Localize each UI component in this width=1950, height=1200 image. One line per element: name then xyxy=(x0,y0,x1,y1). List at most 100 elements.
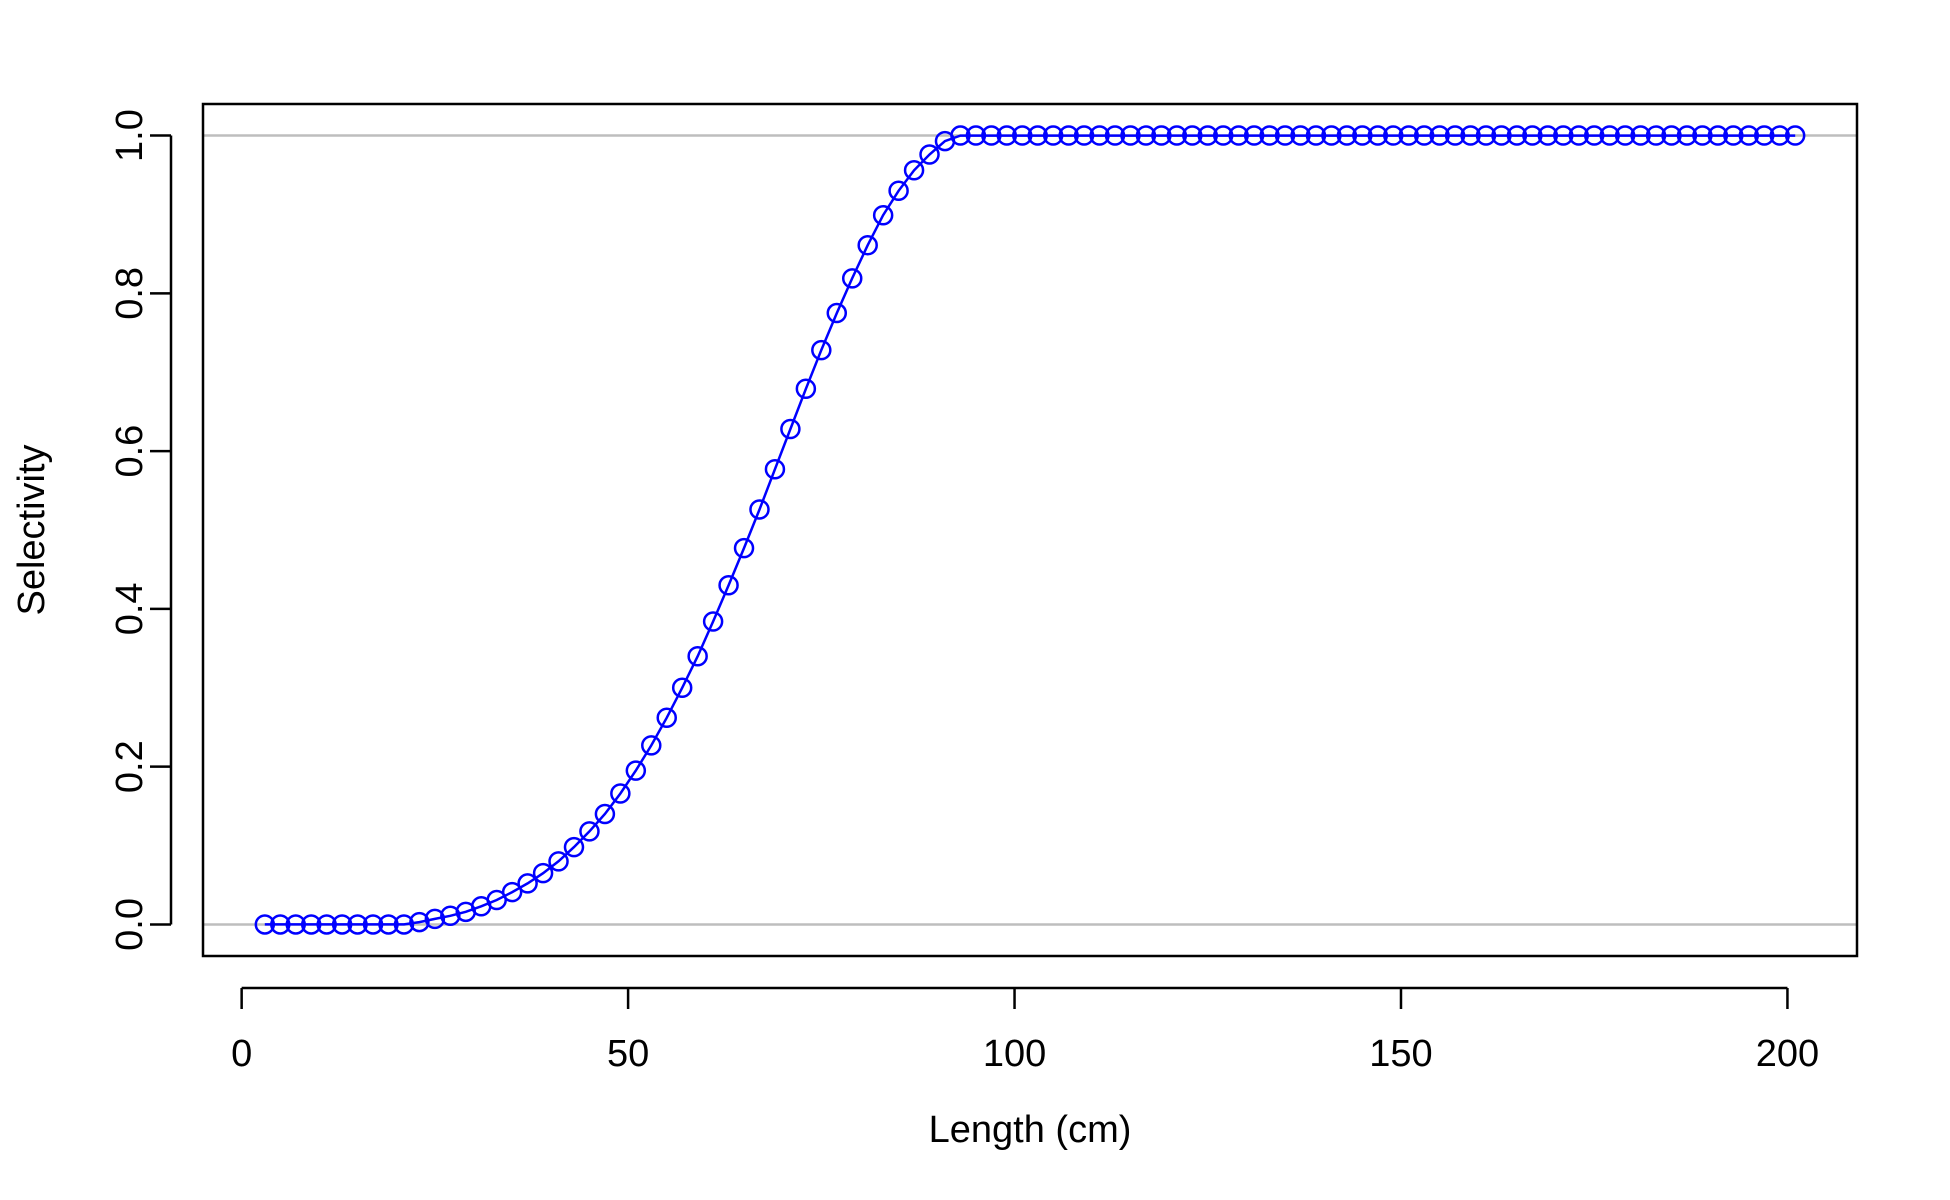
data-point xyxy=(733,537,755,559)
data-point xyxy=(919,144,940,165)
data-point xyxy=(378,914,399,935)
y-axis-title: Selectivity xyxy=(11,444,53,615)
data-point xyxy=(625,760,647,781)
data-point xyxy=(641,735,662,756)
data-point xyxy=(331,914,353,935)
data-point xyxy=(409,911,430,933)
data-point xyxy=(594,803,616,825)
data-point xyxy=(1738,125,1760,146)
data-point xyxy=(857,234,878,256)
data-point xyxy=(532,862,554,884)
data-point xyxy=(1182,125,1203,146)
data-point xyxy=(362,914,384,935)
data-point xyxy=(300,914,322,935)
y-tick-label-3: 0.6 xyxy=(109,425,151,478)
data-point xyxy=(1243,125,1265,146)
data-point xyxy=(424,908,446,930)
data-point xyxy=(1197,125,1219,146)
data-point xyxy=(1228,125,1249,146)
data-point xyxy=(1568,125,1590,146)
data-point xyxy=(1460,125,1481,146)
data-point xyxy=(270,914,291,935)
data-point xyxy=(440,905,461,927)
data-point xyxy=(749,499,770,520)
data-point xyxy=(1599,125,1620,146)
data-point xyxy=(1336,125,1358,146)
data-point xyxy=(1012,125,1033,146)
data-point xyxy=(718,574,739,596)
data-point xyxy=(1475,125,1497,146)
data-point xyxy=(1661,125,1682,146)
data-point xyxy=(1645,125,1667,146)
data-point xyxy=(1058,125,1079,146)
data-point xyxy=(656,707,677,729)
data-point xyxy=(254,914,276,935)
data-point xyxy=(1583,125,1605,146)
data-point xyxy=(1212,125,1234,146)
y-axis: 0.0 0.2 0.4 0.6 0.8 1.0 xyxy=(109,109,173,951)
series-line-0 xyxy=(264,134,1796,926)
data-point xyxy=(780,418,801,440)
data-point xyxy=(826,302,848,324)
data-point xyxy=(811,339,832,361)
data-point xyxy=(1274,125,1296,146)
data-point xyxy=(950,125,971,146)
data-point xyxy=(316,914,337,935)
data-point xyxy=(1042,125,1064,146)
data-point xyxy=(965,125,987,146)
data-point xyxy=(1553,125,1574,146)
data-point xyxy=(841,268,863,289)
data-point xyxy=(1120,125,1141,146)
data-point xyxy=(1089,125,1110,146)
data-point xyxy=(347,914,368,935)
data-point xyxy=(872,204,894,226)
data-point xyxy=(610,783,631,804)
x-axis-title: Length (cm) xyxy=(929,1109,1132,1151)
plot-frame xyxy=(201,102,1859,958)
data-point xyxy=(1259,125,1280,146)
reference-lines xyxy=(203,134,1857,926)
x-tick-label-1: 50 xyxy=(607,1033,649,1075)
data-point xyxy=(1367,125,1389,146)
y-tick-label-4: 0.8 xyxy=(109,267,151,320)
data-point xyxy=(903,160,925,181)
data-point xyxy=(1073,125,1095,146)
y-tick-label-5: 1.0 xyxy=(109,109,151,162)
series-layer xyxy=(254,125,1806,935)
data-point xyxy=(1027,125,1048,146)
data-point xyxy=(517,873,538,894)
data-point xyxy=(996,125,1018,146)
data-point xyxy=(1444,125,1466,146)
data-point xyxy=(1352,125,1373,146)
data-point xyxy=(1151,125,1172,146)
data-point xyxy=(579,821,600,842)
data-point xyxy=(1614,125,1636,146)
data-point xyxy=(1676,125,1698,146)
data-point xyxy=(1104,125,1126,146)
y-tick-label-2: 0.4 xyxy=(109,582,151,635)
data-point xyxy=(1630,125,1651,146)
data-point xyxy=(1290,125,1311,146)
data-point xyxy=(671,677,693,699)
data-point xyxy=(764,459,786,480)
x-tick-label-2: 100 xyxy=(983,1033,1046,1075)
data-point xyxy=(1383,125,1404,146)
data-point xyxy=(285,914,306,935)
data-point xyxy=(548,851,569,872)
data-point xyxy=(702,611,724,632)
data-point xyxy=(1305,125,1327,146)
data-point xyxy=(1537,125,1559,146)
data-point xyxy=(687,645,708,667)
y-tick-label-1: 0.2 xyxy=(109,740,151,793)
x-axis: 0 50 100 150 200 xyxy=(231,986,1819,1075)
data-point xyxy=(1754,125,1775,146)
data-point xyxy=(1413,125,1435,146)
data-point xyxy=(1321,125,1342,146)
data-point xyxy=(1723,125,1744,146)
data-point xyxy=(1769,125,1790,146)
data-point xyxy=(1784,125,1806,146)
data-point xyxy=(1692,125,1713,146)
data-point xyxy=(563,836,585,858)
data-point xyxy=(981,125,1002,146)
